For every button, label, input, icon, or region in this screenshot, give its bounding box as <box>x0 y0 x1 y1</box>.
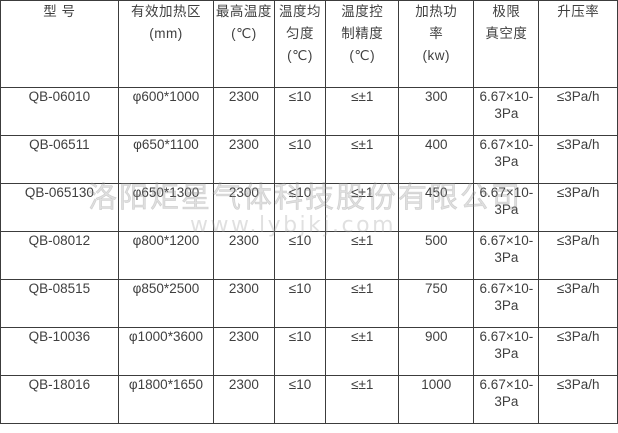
cell-ultimate-vacuum: 6.67×10-3Pa <box>473 327 540 376</box>
cell-leak-rate: ≤3Pa/h <box>538 375 618 424</box>
cell-max-temperature: 2300 <box>213 231 275 280</box>
table-body: QB-06010 φ600*1000 2300 ≤10 ≤±1 300 6.67… <box>0 87 618 424</box>
table-row: QB-08012 φ800*1200 2300 ≤10 ≤±1 500 6.67… <box>0 231 618 280</box>
cell-ultimate-vacuum: 6.67×10-3Pa <box>473 231 540 280</box>
cell-model: QB-06010 <box>0 87 119 136</box>
cell-leak-rate: ≤3Pa/h <box>538 183 618 232</box>
column-header-leak-rate: 升压率 <box>538 0 618 88</box>
column-header-max-temperature: 最高温度 (℃) <box>213 0 275 88</box>
header-line-unit: (℃) <box>287 48 313 63</box>
cell-model: QB-18016 <box>0 375 119 424</box>
header-line: 温度控 <box>341 4 384 19</box>
header-row: 型 号 有效加热区 (mm) 最高温度 (℃) 温度均匀度 (℃) 温度控 制精… <box>0 0 618 88</box>
cell-temperature-control-precision: ≤±1 <box>325 135 400 184</box>
column-header-temperature-control-precision: 温度控 制精度 (℃) <box>325 0 400 88</box>
cell-temperature-uniformity: ≤10 <box>273 231 327 280</box>
table-row: QB-08515 φ850*2500 2300 ≤10 ≤±1 750 6.67… <box>0 279 618 328</box>
cell-model: QB-10036 <box>0 327 119 376</box>
table-row: QB-06511 φ650*1100 2300 ≤10 ≤±1 400 6.67… <box>0 135 618 184</box>
cell-leak-rate: ≤3Pa/h <box>538 87 618 136</box>
table-row: QB-10036 φ1000*3600 2300 ≤10 ≤±1 900 6.6… <box>0 327 618 376</box>
product-specification-table: 型 号 有效加热区 (mm) 最高温度 (℃) 温度均匀度 (℃) 温度控 制精… <box>0 0 618 424</box>
table-row: QB-18016 φ1800*1650 2300 ≤10 ≤±1 1000 6.… <box>0 375 618 424</box>
cell-max-temperature: 2300 <box>213 279 275 328</box>
header-line-unit: (kw) <box>422 48 451 63</box>
cell-max-temperature: 2300 <box>213 375 275 424</box>
cell-ultimate-vacuum: 6.67×10-3Pa <box>473 279 540 328</box>
cell-model: QB-08515 <box>0 279 119 328</box>
header-line: 温度均匀度 <box>279 4 321 41</box>
column-header-model: 型 号 <box>0 0 119 88</box>
cell-max-temperature: 2300 <box>213 135 275 184</box>
cell-heating-zone: φ800*1200 <box>117 231 215 280</box>
table-header: 型 号 有效加热区 (mm) 最高温度 (℃) 温度均匀度 (℃) 温度控 制精… <box>0 0 618 88</box>
cell-ultimate-vacuum: 6.67×10-3Pa <box>473 87 540 136</box>
cell-model: QB-06511 <box>0 135 119 184</box>
cell-temperature-control-precision: ≤±1 <box>325 279 400 328</box>
cell-temperature-uniformity: ≤10 <box>273 327 327 376</box>
cell-heating-power: 300 <box>398 87 475 136</box>
cell-heating-power: 900 <box>398 327 475 376</box>
column-header-heating-zone: 有效加热区 (mm) <box>117 0 215 88</box>
header-line: 型 号 <box>43 4 76 19</box>
cell-leak-rate: ≤3Pa/h <box>538 327 618 376</box>
cell-heating-power: 400 <box>398 135 475 184</box>
cell-heating-zone: φ1800*1650 <box>117 375 215 424</box>
cell-temperature-control-precision: ≤±1 <box>325 183 400 232</box>
header-line: 升压率 <box>557 4 600 19</box>
cell-ultimate-vacuum: 6.67×10-3Pa <box>473 135 540 184</box>
header-line: 真空度 <box>485 26 528 41</box>
cell-ultimate-vacuum: 6.67×10-3Pa <box>473 183 540 232</box>
cell-temperature-uniformity: ≤10 <box>273 375 327 424</box>
cell-temperature-uniformity: ≤10 <box>273 135 327 184</box>
cell-heating-zone: φ650*1100 <box>117 135 215 184</box>
table-row: QB-06010 φ600*1000 2300 ≤10 ≤±1 300 6.67… <box>0 87 618 136</box>
cell-ultimate-vacuum: 6.67×10-3Pa <box>473 375 540 424</box>
cell-temperature-control-precision: ≤±1 <box>325 231 400 280</box>
cell-max-temperature: 2300 <box>213 183 275 232</box>
column-header-temperature-uniformity: 温度均匀度 (℃) <box>273 0 327 88</box>
column-header-heating-power: 加热功 率 (kw) <box>398 0 475 88</box>
cell-temperature-control-precision: ≤±1 <box>325 87 400 136</box>
cell-leak-rate: ≤3Pa/h <box>538 231 618 280</box>
header-line: 率 <box>429 26 444 41</box>
cell-temperature-control-precision: ≤±1 <box>325 375 400 424</box>
cell-max-temperature: 2300 <box>213 327 275 376</box>
cell-heating-power: 1000 <box>398 375 475 424</box>
cell-temperature-control-precision: ≤±1 <box>325 327 400 376</box>
header-line-unit: (℃) <box>349 48 376 63</box>
column-header-ultimate-vacuum: 极限 真空度 <box>473 0 540 88</box>
cell-heating-power: 750 <box>398 279 475 328</box>
cell-leak-rate: ≤3Pa/h <box>538 135 618 184</box>
cell-heating-power: 500 <box>398 231 475 280</box>
cell-heating-zone: φ850*2500 <box>117 279 215 328</box>
cell-max-temperature: 2300 <box>213 87 275 136</box>
table-row: QB-065130 φ650*1300 2300 ≤10 ≤±1 450 6.6… <box>0 183 618 232</box>
cell-heating-zone: φ1000*3600 <box>117 327 215 376</box>
cell-leak-rate: ≤3Pa/h <box>538 279 618 328</box>
cell-heating-zone: φ650*1300 <box>117 183 215 232</box>
cell-heating-power: 450 <box>398 183 475 232</box>
header-line-unit: (mm) <box>149 26 183 41</box>
cell-temperature-uniformity: ≤10 <box>273 87 327 136</box>
header-line-unit: (℃) <box>231 26 257 41</box>
cell-temperature-uniformity: ≤10 <box>273 183 327 232</box>
header-line: 有效加热区 <box>130 4 201 19</box>
header-line: 极限 <box>492 4 521 19</box>
cell-heating-zone: φ600*1000 <box>117 87 215 136</box>
header-line: 加热功 <box>415 4 458 19</box>
cell-temperature-uniformity: ≤10 <box>273 279 327 328</box>
cell-model: QB-065130 <box>0 183 119 232</box>
header-line: 最高温度 <box>215 4 272 19</box>
cell-model: QB-08012 <box>0 231 119 280</box>
header-line: 制精度 <box>341 26 384 41</box>
